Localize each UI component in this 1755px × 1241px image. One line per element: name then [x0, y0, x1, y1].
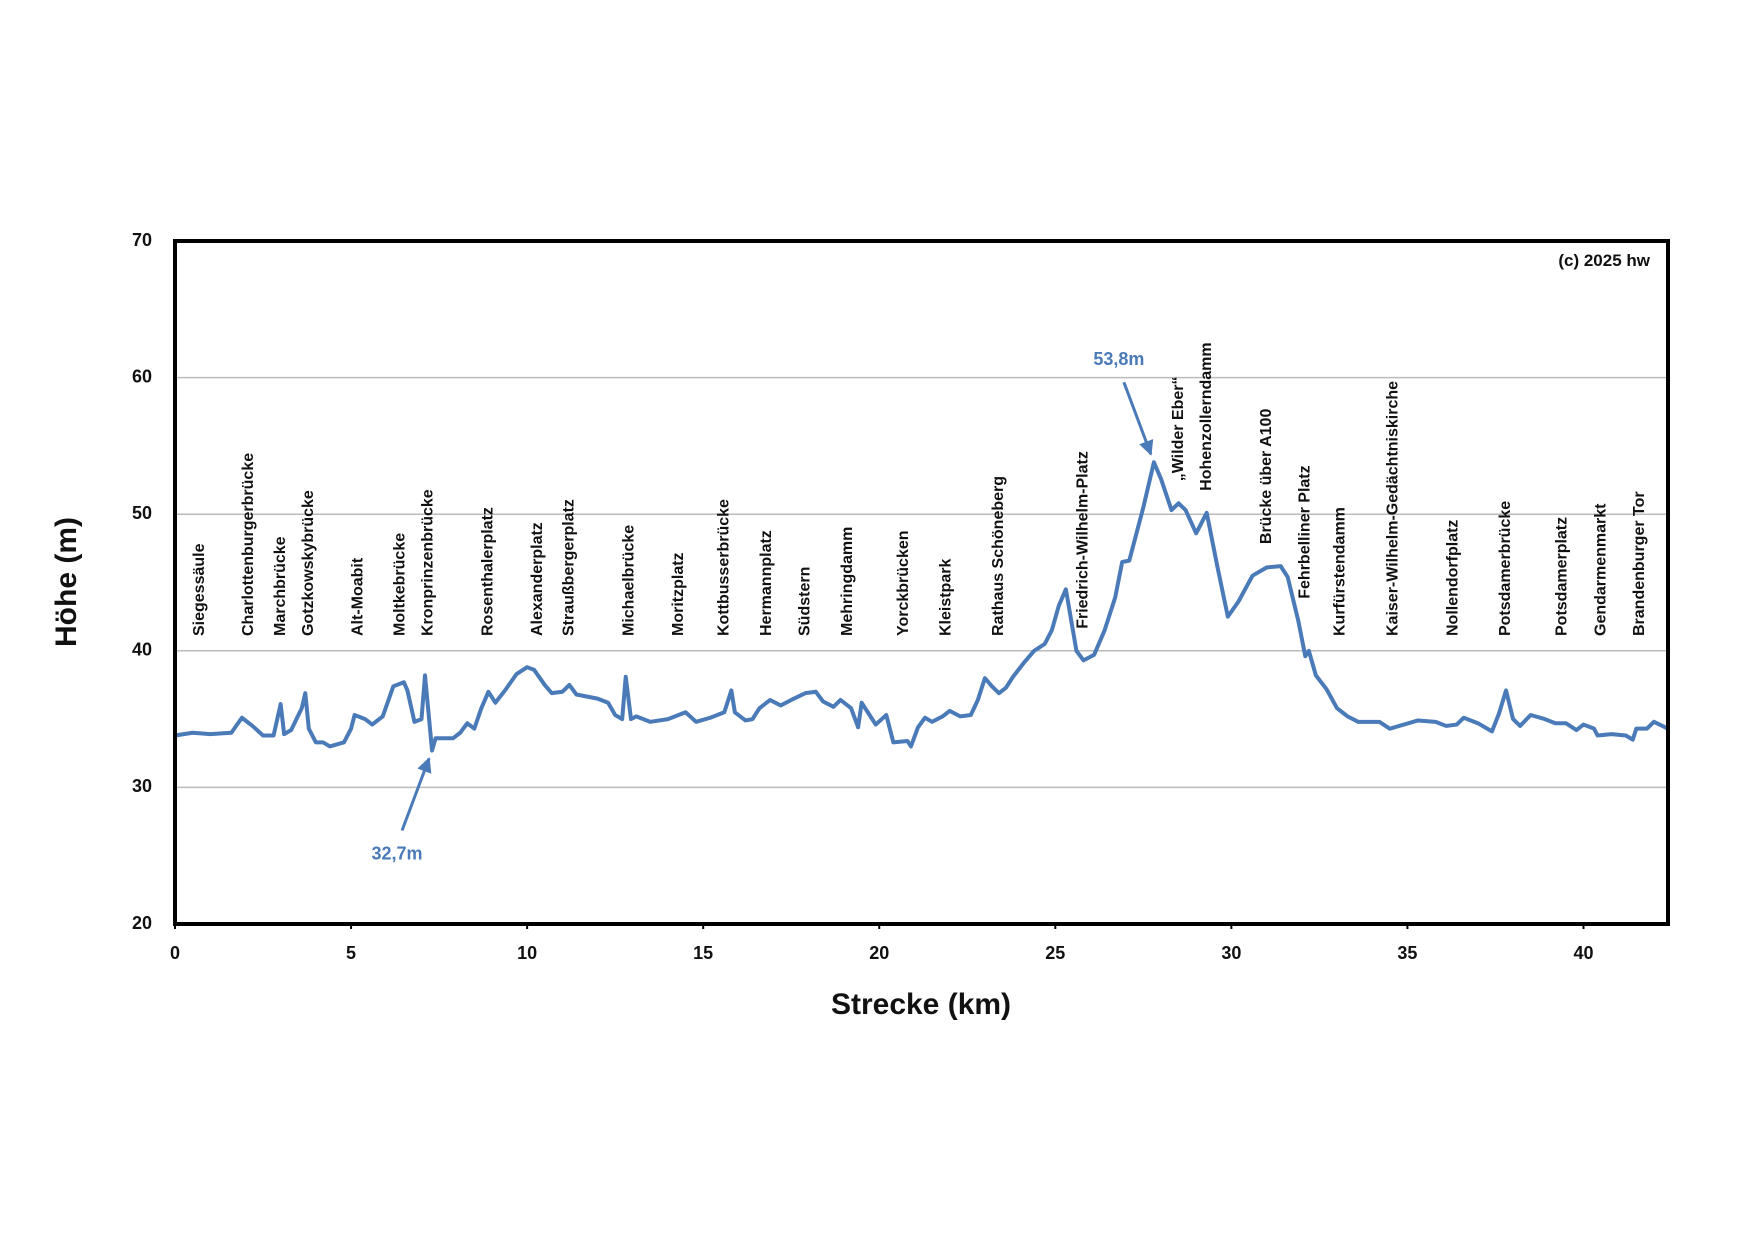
- x-tick-label: 35: [1397, 943, 1417, 963]
- y-tick-label: 60: [132, 366, 152, 386]
- annotation-label: 53,8m: [1093, 349, 1144, 369]
- station-label: Gendarmenmarkt: [1592, 503, 1609, 636]
- y-tick-label: 40: [132, 640, 152, 660]
- x-tick-label: 0: [170, 943, 180, 963]
- y-tick-label: 50: [132, 503, 152, 523]
- credit: (c) 2025 hw: [1558, 251, 1650, 270]
- x-tick-label: 5: [346, 943, 356, 963]
- annotation-label: 32,7m: [372, 843, 423, 863]
- annotation-arrow: [1122, 381, 1154, 456]
- x-tick-label: 25: [1045, 943, 1065, 963]
- station-label: Alexanderplatz: [529, 522, 546, 636]
- station-label: Friedrich-Wilhelm-Platz: [1075, 451, 1092, 629]
- station-label: Fehrbelliner Platz: [1297, 465, 1314, 598]
- x-tick-label: 40: [1573, 943, 1593, 963]
- station-label: Mehringdamm: [839, 527, 856, 636]
- station-label: Kleistpark: [937, 559, 954, 636]
- station-label: Brücke über A100: [1258, 409, 1275, 545]
- station-label: Siegessäule: [191, 543, 208, 636]
- plot-frame: [173, 239, 1670, 926]
- station-label: Kaiser-Wilhelm-Gedächtniskirche: [1385, 381, 1402, 636]
- station-label: Potsdamerplatz: [1554, 517, 1571, 636]
- station-label: Hohenzollerndamm: [1198, 342, 1215, 490]
- x-tick-label: 10: [517, 943, 537, 963]
- station-label: Nollendorfplatz: [1444, 520, 1461, 636]
- station-label: Alt-Moabit: [349, 557, 366, 636]
- elevation-line: [174, 460, 1669, 753]
- station-label: Moritzplatz: [670, 552, 687, 636]
- station-label: Yorckbrücken: [895, 530, 912, 636]
- station-label: Michaelbrücke: [620, 525, 637, 636]
- station-label: Charlottenburgerbrücke: [240, 453, 257, 636]
- station-label: Gotzkowskybrücke: [300, 490, 317, 636]
- station-label: Rathaus Schöneberg: [990, 476, 1007, 636]
- station-label: Hermannplatz: [758, 530, 775, 636]
- x-tick-label: 30: [1221, 943, 1241, 963]
- station-label: Marchbrücke: [272, 536, 289, 636]
- annotation-arrow: [400, 757, 432, 832]
- station-label: Kottbusserbrücke: [716, 499, 733, 636]
- x-tick-label: 20: [869, 943, 889, 963]
- station-label: Moltkebrücke: [392, 533, 409, 636]
- station-label: Potsdamerbrücke: [1497, 501, 1514, 636]
- station-label: „Wilder Eber“: [1170, 377, 1187, 482]
- station-label: Kronprinzenbrücke: [420, 489, 437, 636]
- y-tick-label: 70: [132, 230, 152, 250]
- station-label: Straußbergerplatz: [561, 499, 578, 636]
- x-axis-title: Strecke (km): [831, 988, 1011, 1021]
- y-axis-title: Höhe (m): [50, 517, 83, 647]
- station-label: Kurfürstendamm: [1332, 507, 1349, 636]
- station-label: Rosenthalerplatz: [480, 507, 497, 636]
- station-label: Brandenburger Tor: [1631, 491, 1648, 636]
- y-tick-label: 30: [132, 776, 152, 796]
- y-tick-label: 20: [132, 913, 152, 933]
- station-label: Südstern: [797, 567, 814, 636]
- x-tick-label: 15: [693, 943, 713, 963]
